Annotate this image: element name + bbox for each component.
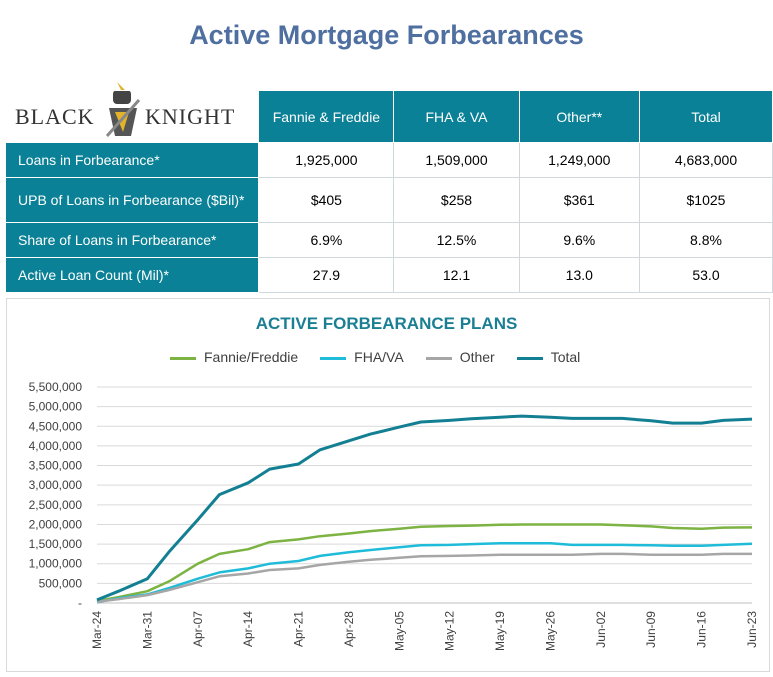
x-tick-label: Mar-24 (90, 611, 104, 649)
legend-item: Fannie/Freddie (170, 349, 298, 365)
x-tick-label: May-12 (443, 611, 457, 651)
page-title: Active Mortgage Forbearances (189, 20, 584, 50)
row-label: Active Loan Count (Mil)* (4, 257, 260, 293)
cell: $1025 (638, 177, 773, 223)
table-row: Active Loan Count (Mil)* 27.9 12.1 13.0 … (4, 257, 773, 293)
y-tick-label: 500,000 (39, 576, 83, 590)
series-line-total (96, 414, 753, 602)
cell: 1,925,000 (258, 142, 395, 178)
forbearance-table: Fannie & Freddie FHA & VA Other** Total … (4, 90, 773, 293)
x-tick-label: May-19 (493, 611, 507, 651)
y-tick-label: 3,500,000 (29, 459, 83, 473)
col-header: Fannie & Freddie (258, 90, 395, 143)
legend-swatch (170, 356, 196, 360)
cell: 1,509,000 (393, 142, 520, 178)
table-row: UPB of Loans in Forbearance ($Bil)* $405… (4, 177, 773, 223)
x-tick-label: Jun-16 (695, 611, 709, 648)
chart-area (6, 298, 770, 672)
y-tick-label: 2,500,000 (29, 498, 83, 512)
col-header: FHA & VA (393, 90, 520, 143)
y-tick-label: 2,000,000 (29, 517, 83, 531)
chart-legend: Fannie/Freddie FHA/VA Other Total (170, 349, 580, 365)
cell: $361 (518, 177, 640, 223)
y-tick-label: - (78, 596, 82, 610)
cell: 13.0 (518, 257, 640, 293)
y-tick-label: 1,000,000 (29, 557, 83, 571)
cell: $405 (258, 177, 395, 223)
y-tick-label: 5,000,000 (29, 400, 83, 414)
x-tick-label: Jun-23 (745, 611, 759, 648)
table-row: Share of Loans in Forbearance* 6.9% 12.5… (4, 222, 773, 258)
legend-swatch (516, 356, 543, 360)
series-line-fannie-freddie (96, 523, 753, 603)
cell: 1,249,000 (518, 142, 640, 178)
series-line-other (96, 552, 752, 604)
x-tick-label: Apr-28 (342, 611, 356, 647)
cell: 12.1 (393, 257, 520, 293)
x-tick-label: Mar-31 (140, 611, 154, 649)
y-tick-label: 4,000,000 (29, 439, 83, 453)
y-tick-label: 5,500,000 (29, 380, 83, 394)
row-label: Share of Loans in Forbearance* (4, 222, 260, 258)
cell: 53.0 (638, 257, 773, 293)
legend-swatch (320, 356, 347, 360)
legend-item: Other (425, 349, 495, 365)
row-label: Loans in Forbearance* (4, 142, 260, 178)
legend-item: FHA/VA (320, 349, 404, 365)
legend-item: Total (516, 349, 580, 365)
x-tick-label: May-05 (392, 611, 406, 651)
x-tick-label: Jun-09 (644, 611, 658, 648)
x-tick-label: Apr-21 (292, 611, 306, 647)
x-tick-label: Apr-14 (241, 611, 255, 647)
col-header: Other** (518, 90, 640, 143)
cell: 12.5% (393, 222, 520, 258)
series-line-fha-va (96, 542, 753, 604)
chart-title: ACTIVE FORBEARANCE PLANS (255, 314, 518, 333)
row-label: UPB of Loans in Forbearance ($Bil)* (4, 177, 260, 223)
x-tick-label: Jun-02 (594, 611, 608, 648)
y-tick-label: 4,500,000 (29, 419, 83, 433)
x-tick-label: Apr-07 (191, 611, 205, 647)
x-tick-label: May-26 (543, 611, 557, 651)
cell: 27.9 (258, 257, 395, 293)
y-tick-label: 3,000,000 (29, 478, 83, 492)
y-tick-label: 1,500,000 (29, 537, 83, 551)
legend-swatch (425, 356, 452, 360)
